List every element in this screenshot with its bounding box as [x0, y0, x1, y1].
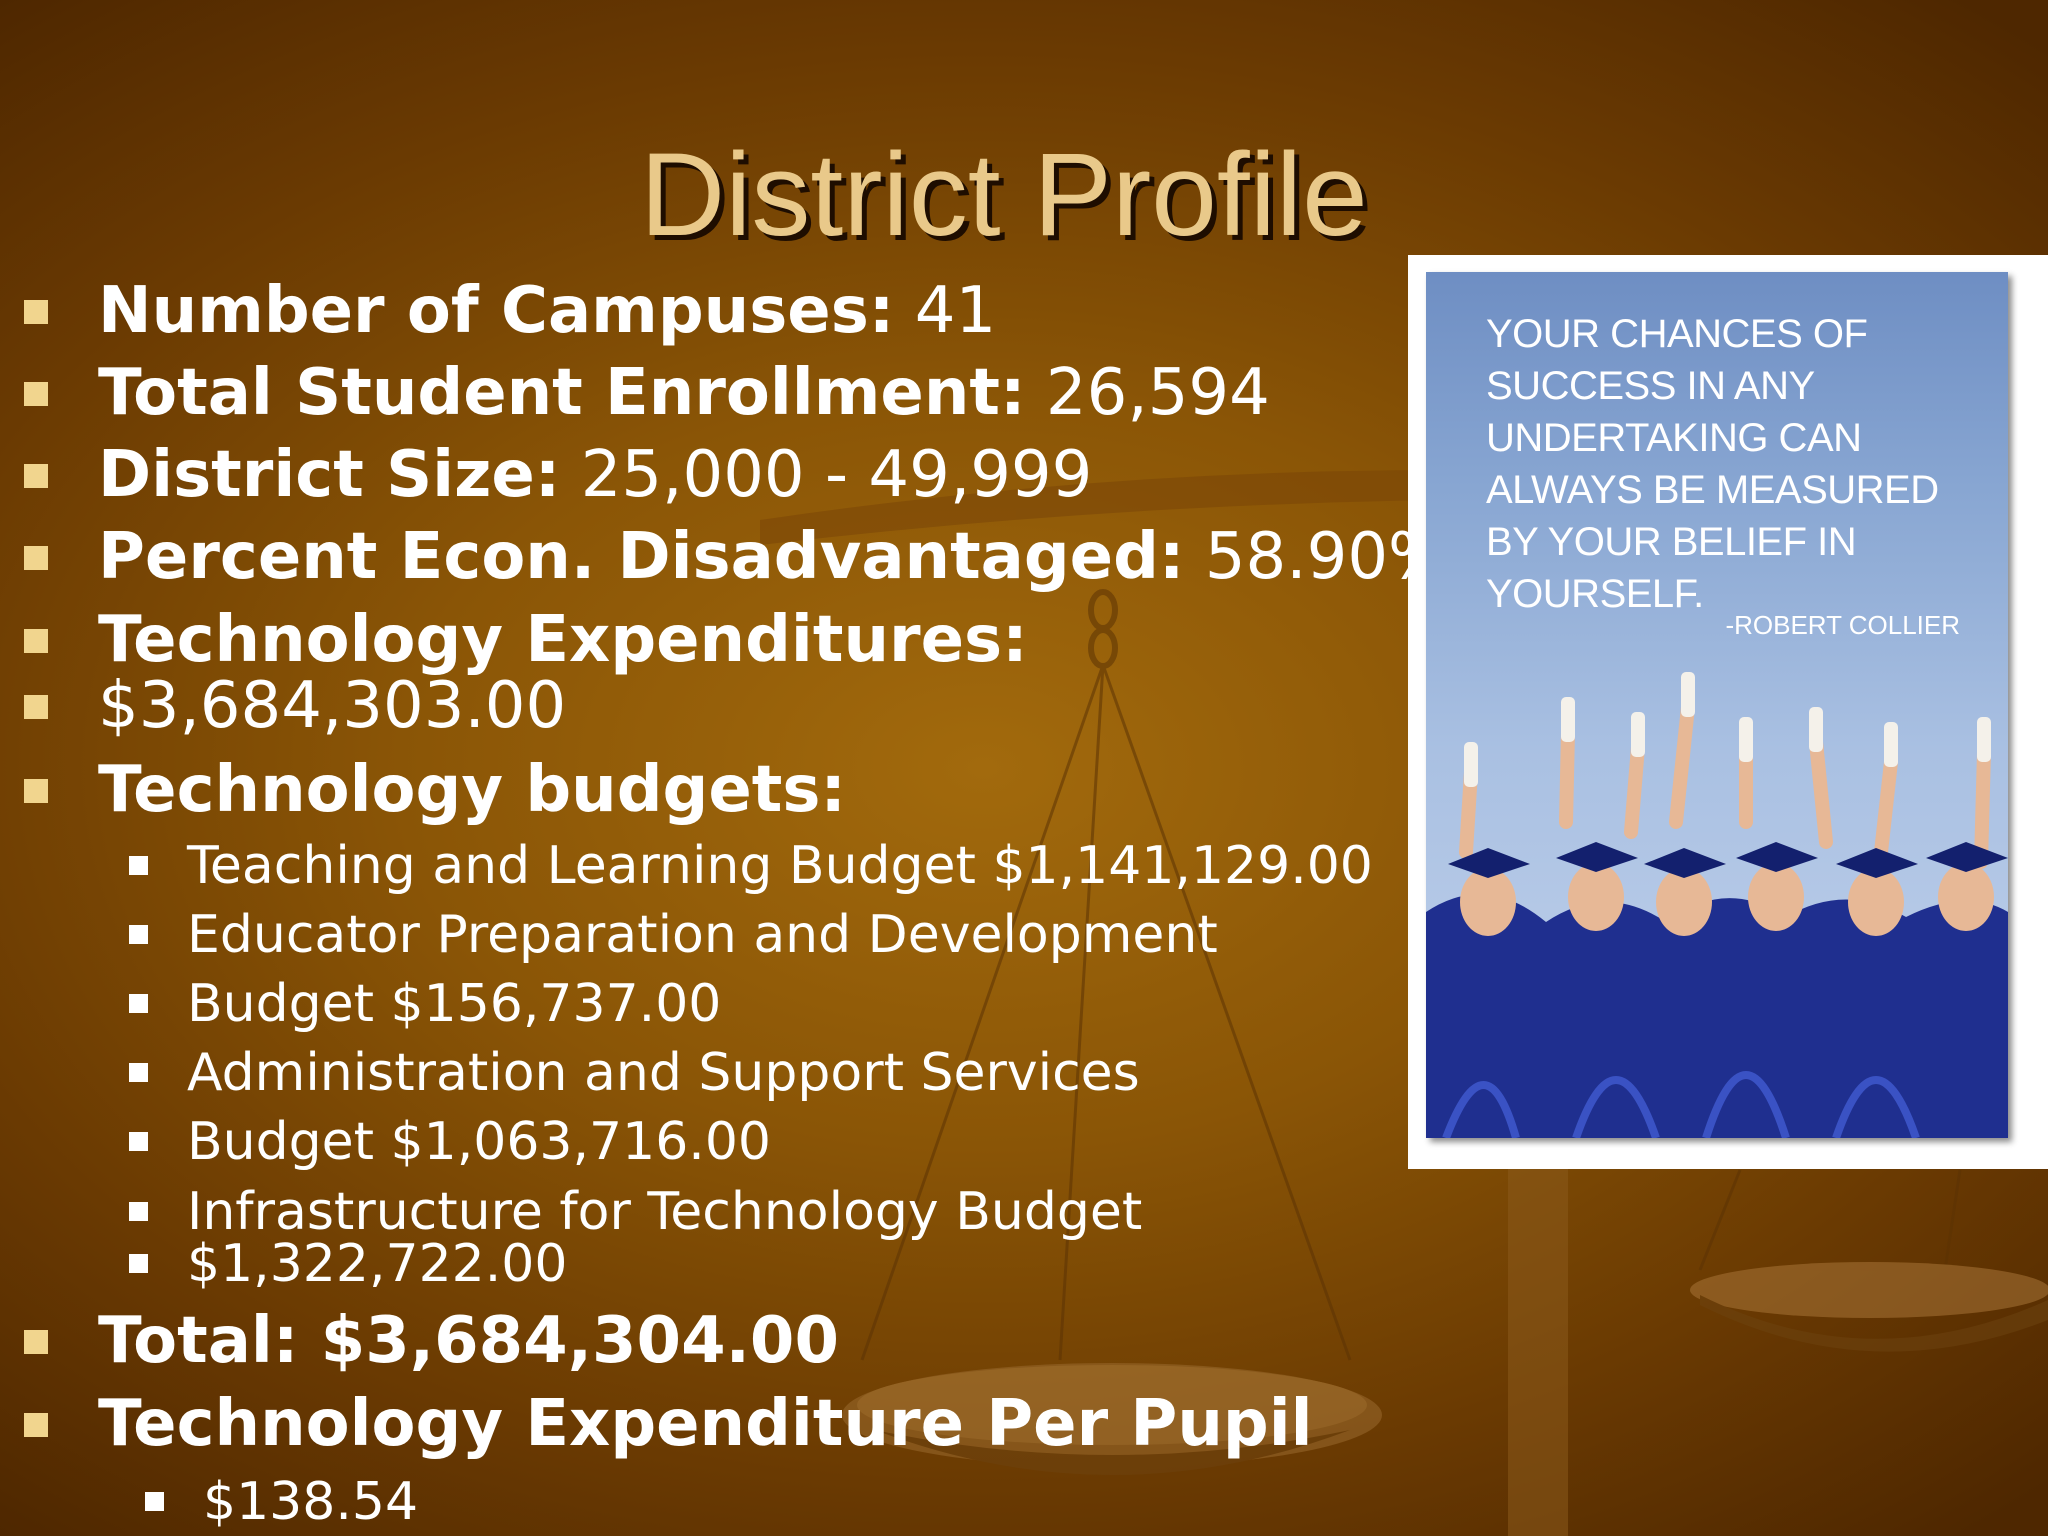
campuses-value: 41	[894, 274, 997, 348]
campuses-label: Number of Campuses:	[98, 274, 895, 348]
district-size-value: 25,000 - 49,999	[560, 438, 1093, 512]
sub-list-item: Teaching and Learning Budget $1,141,129.…	[129, 836, 1373, 896]
list-item: Total: $3,684,304.00	[24, 1309, 839, 1373]
sub-list-item: Infrastructure for Technology Budget	[128, 1182, 1143, 1242]
list-item: Number of Campuses: 41	[23, 279, 996, 343]
tech-expenditures-value: $3,684,303.00	[98, 669, 567, 743]
quote-line: BY YOUR BELIEF IN	[1486, 520, 1857, 564]
list-item: Total Student Enrollment: 26,594	[24, 361, 1270, 425]
poster-author: -ROBERT COLLIER	[1725, 610, 1960, 640]
quote-line: ALWAYS BE MEASURED	[1486, 468, 1939, 512]
quote-line: SUCCESS IN ANY	[1486, 364, 1815, 408]
sub-list-item: $138.54	[144, 1472, 419, 1532]
list-item: Technology Expenditure Per Pupil	[24, 1392, 1313, 1456]
graduates-photo	[1426, 672, 2008, 1138]
per-pupil-value: $138.54	[203, 1472, 419, 1532]
sub-list-item: Budget $156,737.00	[128, 974, 722, 1034]
infrastructure-budget-value: $1,322,722.00	[187, 1234, 568, 1294]
sub-list-item: Educator Preparation and Development	[129, 905, 1218, 965]
list-item: District Size: 25,000 - 49,999	[23, 443, 1092, 507]
sub-list-item: Budget $1,063,716.00	[129, 1112, 771, 1172]
quote-line: YOURSELF.	[1486, 572, 1704, 616]
tech-expenditures-value-line: $3,684,303.00	[23, 674, 566, 738]
district-size-label: District Size:	[98, 438, 561, 512]
motivational-poster: YOUR CHANCES OF SUCCESS IN ANY UNDERTAKI…	[1426, 272, 2008, 1138]
poster-quote: YOUR CHANCES OF SUCCESS IN ANY UNDERTAKI…	[1486, 308, 2006, 620]
quote-line: YOUR CHANCES OF	[1486, 312, 1868, 356]
enrollment-label: Total Student Enrollment:	[98, 356, 1026, 430]
list-item: Percent Econ. Disadvantaged: 58.90%	[24, 525, 1449, 589]
per-pupil-label: Technology Expenditure Per Pupil	[98, 1387, 1313, 1461]
econ-disadvantaged-label: Percent Econ. Disadvantaged:	[98, 520, 1185, 594]
sub-list-item-continuation: $1,322,722.00	[128, 1234, 568, 1294]
quote-line: UNDERTAKING CAN	[1486, 416, 1862, 460]
bullet-list: Number of Campuses: 41 Total Student Enr…	[23, 279, 1373, 1532]
list-item: Technology Expenditures:	[24, 608, 1028, 672]
list-item: Technology budgets:	[24, 758, 846, 822]
sub-list-item: Administration and Support Services	[129, 1043, 1140, 1103]
total-label: Total: $3,684,304.00	[98, 1304, 839, 1378]
page-title: District Profile	[640, 129, 1368, 261]
tech-budgets-label: Technology budgets:	[98, 753, 846, 827]
enrollment-value: 26,594	[1025, 356, 1270, 430]
tech-expenditures-label: Technology Expenditures:	[98, 603, 1028, 677]
